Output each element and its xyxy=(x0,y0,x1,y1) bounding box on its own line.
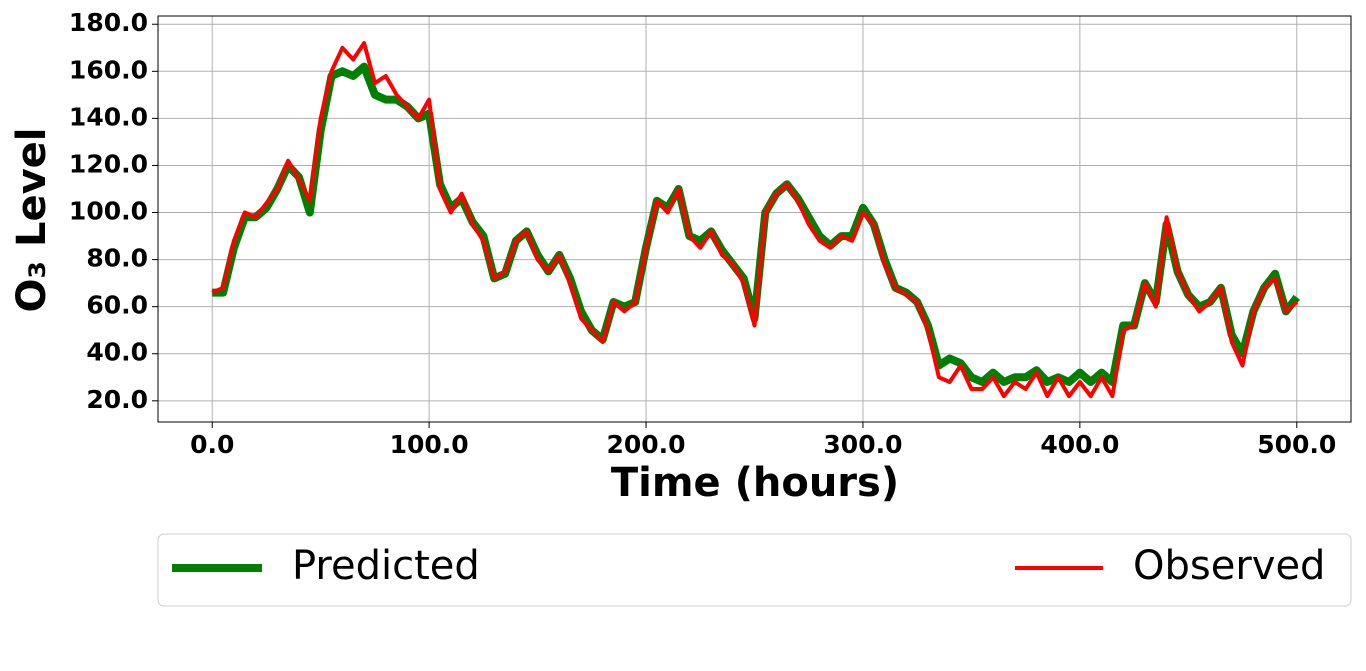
x-axis-title: Time (hours) xyxy=(611,460,899,506)
legend-label: Predicted xyxy=(292,543,480,589)
y-tick-label: 160.0 xyxy=(69,55,148,84)
data-line xyxy=(211,41,1299,399)
y-tick-label: 120.0 xyxy=(69,149,148,178)
x-tick-label: 100.0 xyxy=(390,430,469,459)
y-tick-label: 180.0 xyxy=(69,8,148,37)
y-tick-label: 80.0 xyxy=(86,244,148,273)
y-tick-label: 40.0 xyxy=(86,338,148,367)
y-tick-label: 100.0 xyxy=(69,197,148,226)
y-axis-title: O₃ Level xyxy=(9,128,55,313)
x-tick-label: 400.0 xyxy=(1040,430,1119,459)
y-tick-label: 20.0 xyxy=(86,385,148,414)
data-line xyxy=(212,62,1300,386)
plot-frame xyxy=(157,15,1352,423)
legend-box xyxy=(157,533,1352,607)
legend: Predicted Observed xyxy=(157,533,1352,607)
legend-label: Observed xyxy=(1133,543,1325,589)
x-tick-label: 500.0 xyxy=(1257,430,1336,459)
x-tick-label: 0.0 xyxy=(190,430,234,459)
y-tick-label: 140.0 xyxy=(69,102,148,131)
x-tick-label: 300.0 xyxy=(823,430,902,459)
y-tick-label: 60.0 xyxy=(86,291,148,320)
x-tick-label: 200.0 xyxy=(607,430,686,459)
